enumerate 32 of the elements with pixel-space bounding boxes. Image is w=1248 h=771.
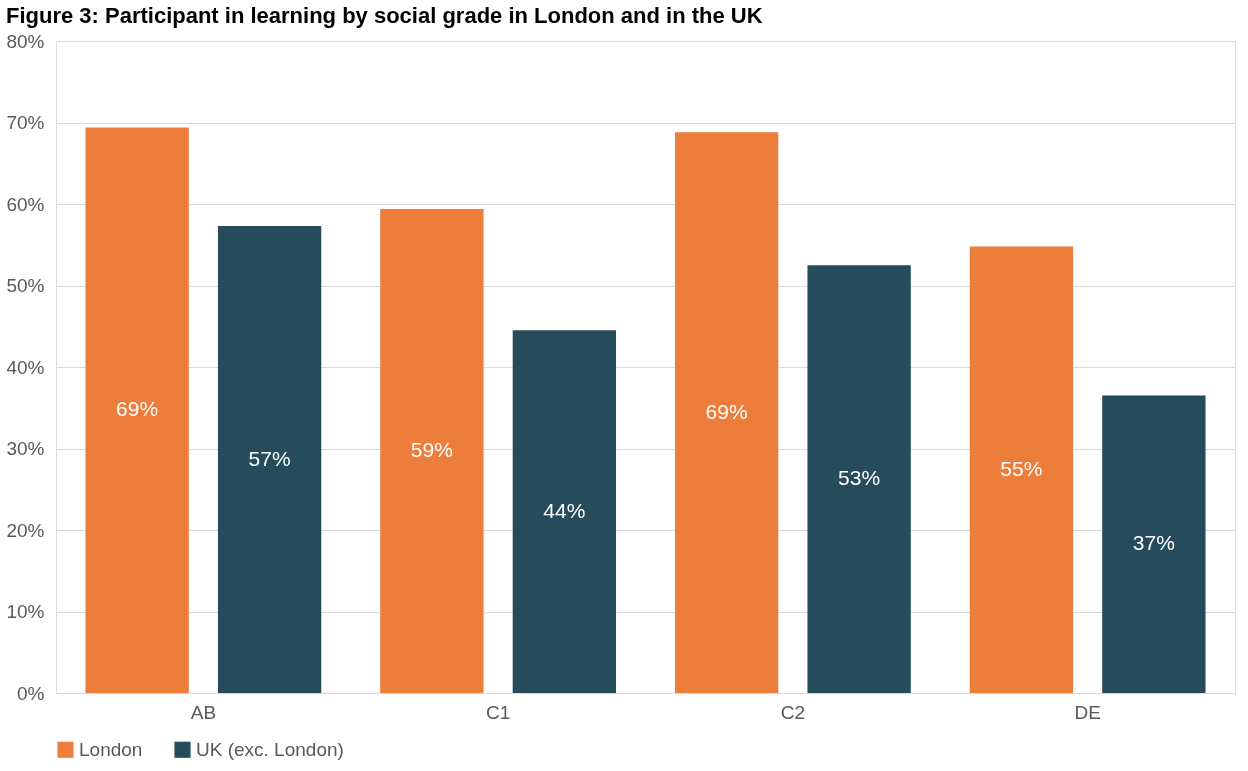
data-label: 44%	[543, 498, 586, 522]
bar	[380, 208, 484, 693]
y-tick-label: 30%	[6, 438, 45, 459]
legend-label: UK (exc. London)	[196, 738, 344, 760]
bar	[85, 127, 189, 693]
y-tick-label: 0%	[17, 682, 45, 704]
x-tick-label: DE	[1074, 701, 1101, 723]
y-tick-label: 10%	[6, 601, 45, 622]
y-tick-label: 60%	[6, 193, 45, 215]
data-label: 55%	[1000, 456, 1043, 480]
data-label: 59%	[410, 437, 453, 461]
data-label: 37%	[1132, 531, 1175, 555]
bar	[217, 226, 322, 693]
bar	[807, 265, 911, 693]
bar	[1102, 395, 1206, 693]
y-tick-label: 80%	[6, 30, 45, 52]
bar	[674, 132, 779, 693]
data-label: 69%	[116, 397, 159, 421]
y-tick-label: 70%	[6, 112, 45, 133]
data-label: 57%	[248, 446, 291, 470]
bar	[969, 246, 1074, 693]
y-tick-label: 20%	[6, 519, 45, 541]
legend-label: London	[79, 738, 143, 760]
chart-title: Figure 3: Participant in learning by social grade in London and in the UK	[5, 3, 763, 28]
x-tick-label: C2	[780, 701, 806, 723]
y-tick-label: 50%	[6, 275, 45, 296]
x-tick-label: AB	[190, 701, 217, 723]
data-label: 69%	[705, 399, 748, 423]
x-tick-label: C1	[485, 701, 511, 723]
bar	[512, 330, 617, 693]
y-tick-label: 40%	[6, 356, 45, 378]
data-label: 53%	[838, 466, 881, 490]
